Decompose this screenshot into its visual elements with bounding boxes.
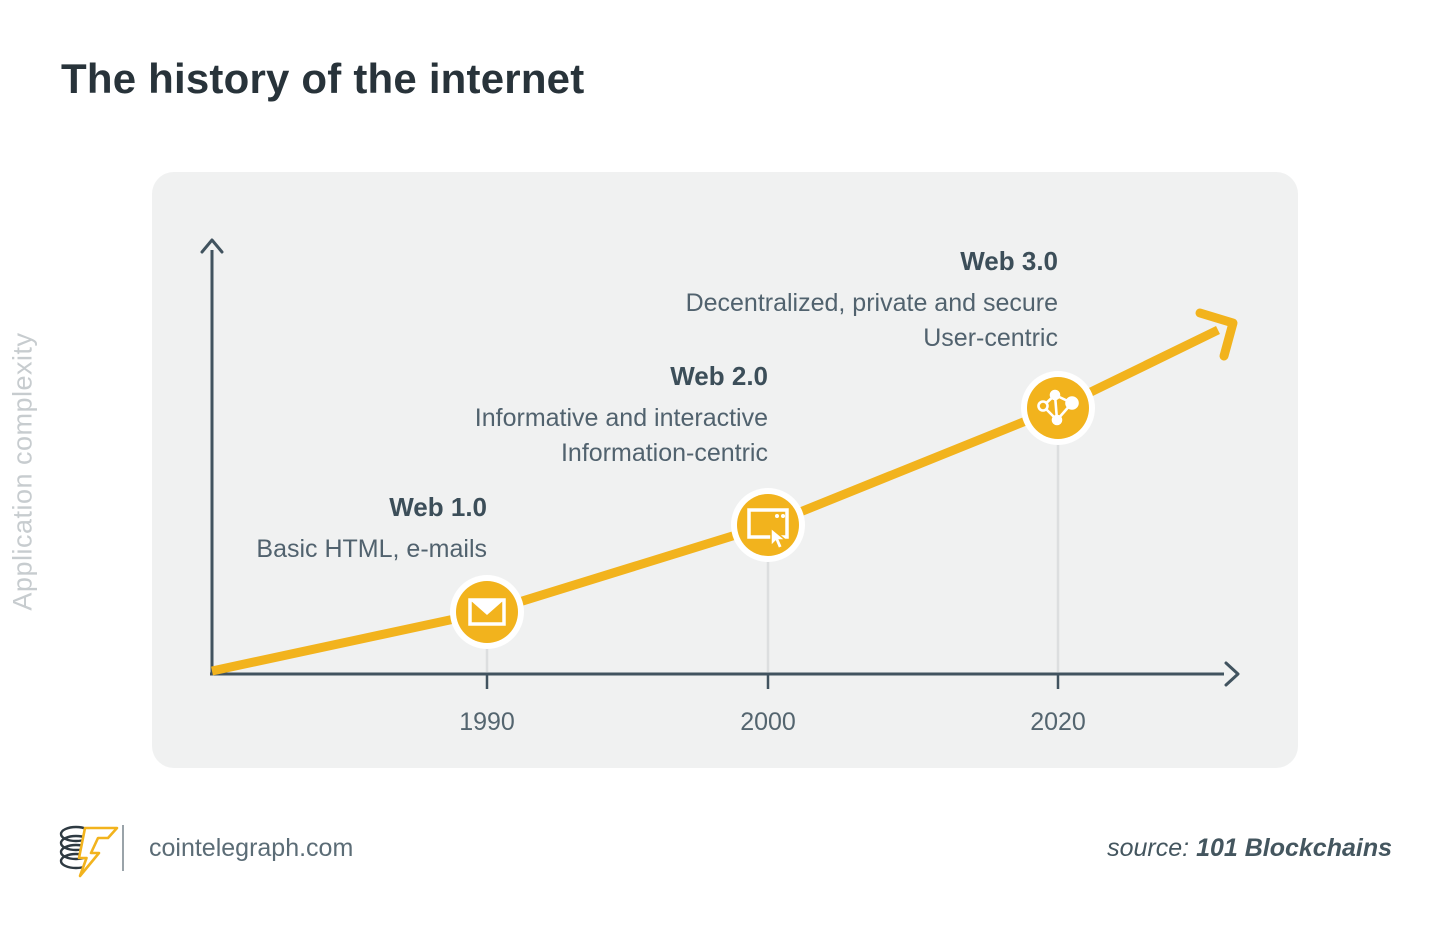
- milestone-web1-title: Web 1.0: [389, 492, 487, 522]
- milestone-web1-desc: Basic HTML, e-mails: [256, 535, 487, 563]
- footer: cointelegraph.com source: 101 Blockchain…: [0, 815, 1450, 885]
- source-name: 101 Blockchains: [1196, 834, 1392, 862]
- milestone-web2-desc-line1: Informative and interactive: [474, 404, 768, 432]
- milestone-web2: Web 2.0 Informative and interactive Info…: [475, 361, 768, 471]
- browser-cursor-icon: [747, 508, 789, 550]
- milestone-web1: Web 1.0 Basic HTML, e-mails: [256, 492, 487, 567]
- lightning-bolt-icon: [77, 826, 119, 878]
- footer-source: source: 101 Blockchains: [1107, 834, 1392, 863]
- source-label: source:: [1107, 834, 1190, 862]
- milestone-marker-web3: [1021, 371, 1095, 445]
- footer-site-link[interactable]: cointelegraph.com: [149, 834, 354, 862]
- x-tick-label-2020: 2020: [1030, 708, 1086, 736]
- milestone-web2-desc-line2: Information-centric: [560, 439, 768, 467]
- milestone-marker-web2: [731, 488, 805, 562]
- milestone-marker-web1: [450, 575, 524, 649]
- x-axis: [210, 661, 1240, 687]
- cointelegraph-logo-icon: [59, 825, 119, 878]
- milestone-web3-desc-line2: User-centric: [923, 324, 1058, 352]
- trend-arrowhead-icon: [1195, 308, 1238, 361]
- x-axis-ticks: [485, 675, 1060, 689]
- x-tick-label-1990: 1990: [459, 708, 515, 736]
- page-title: The history of the internet: [61, 55, 585, 102]
- milestone-web3: Web 3.0 Decentralized, private and secur…: [686, 246, 1058, 356]
- chart-panel: [152, 172, 1298, 768]
- milestone-web2-title: Web 2.0: [670, 361, 768, 391]
- x-tick-label-2000: 2000: [740, 708, 796, 736]
- envelope-icon: [468, 598, 506, 626]
- milestone-web3-title: Web 3.0: [960, 246, 1058, 276]
- footer-divider: [122, 825, 124, 871]
- milestone-web3-desc-line1: Decentralized, private and secure: [685, 289, 1058, 317]
- y-axis: [200, 238, 224, 675]
- network-nodes-icon: [1037, 389, 1079, 426]
